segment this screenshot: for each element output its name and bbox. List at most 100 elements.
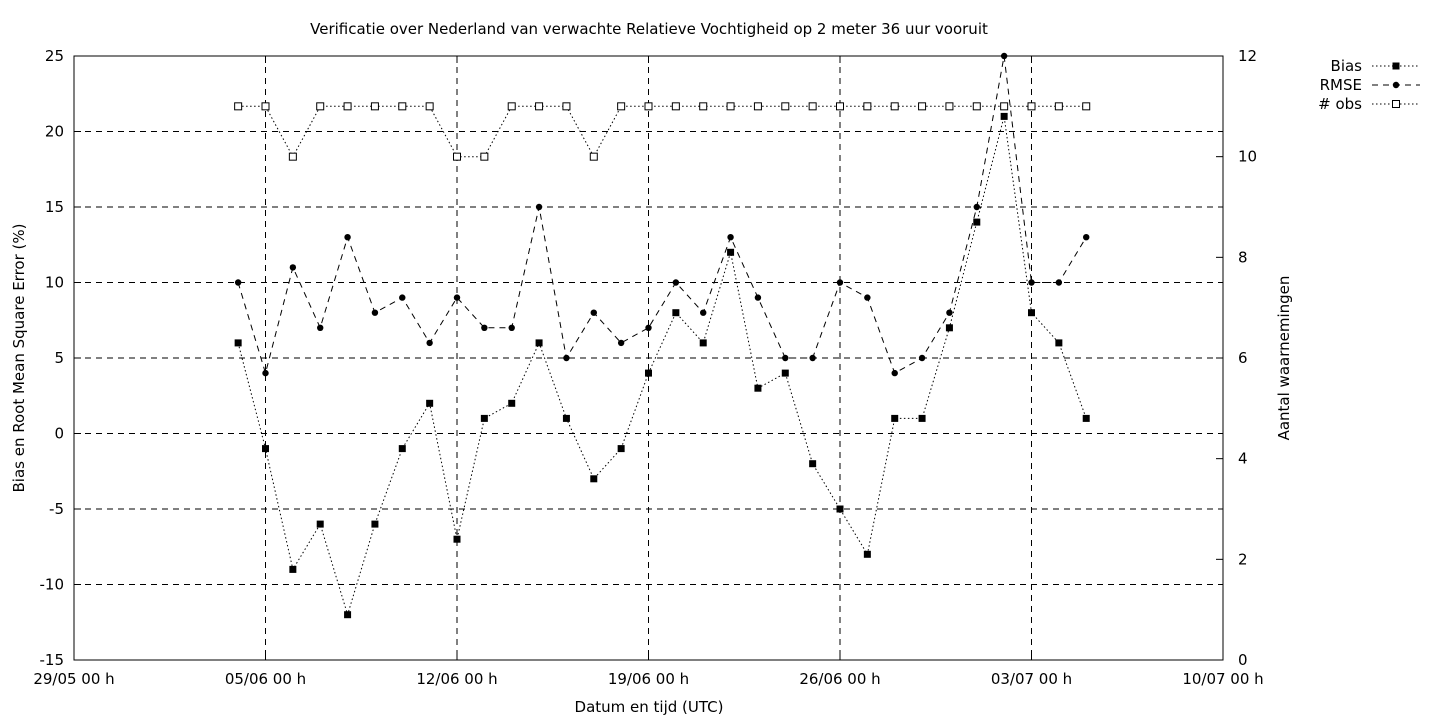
data-point-rmse — [891, 369, 898, 377]
x-tick-label: 05/06 00 h — [225, 670, 306, 688]
series-line-obs — [238, 105, 1087, 158]
data-point-rmse — [782, 354, 789, 362]
data-point-rmse — [453, 294, 461, 301]
data-point-bias — [918, 414, 926, 422]
data-point-rmse — [672, 279, 680, 286]
y2-tick-label: 4 — [1238, 450, 1248, 468]
data-point-obs — [1000, 102, 1009, 111]
data-point-bias — [1055, 339, 1063, 347]
legend-label-bias: Bias — [1331, 57, 1363, 75]
data-point-rmse — [426, 339, 433, 347]
y-tick-label: 20 — [45, 123, 64, 141]
data-point-rmse — [563, 354, 570, 362]
y2-tick-label: 10 — [1238, 148, 1257, 166]
data-point-obs — [562, 102, 571, 111]
data-point-rmse — [289, 264, 297, 271]
y-tick-label: -5 — [49, 500, 64, 518]
y2-tick-label: 6 — [1238, 349, 1248, 367]
y-tick-label: 0 — [54, 425, 64, 443]
data-point-bias — [863, 550, 871, 558]
legend-label-rmse: RMSE — [1320, 76, 1362, 94]
data-point-rmse — [754, 294, 762, 301]
data-point-obs — [288, 152, 297, 161]
data-point-obs — [453, 152, 461, 161]
data-point-obs — [316, 102, 325, 111]
data-point-obs — [726, 102, 735, 111]
chart-title: Verificatie over Nederland van verwachte… — [310, 20, 988, 38]
data-point-obs — [535, 102, 544, 111]
data-point-bias — [562, 414, 570, 422]
data-point-obs — [699, 102, 708, 111]
y-tick-label: 15 — [45, 198, 64, 216]
data-point-bias — [973, 218, 981, 226]
data-point-obs — [507, 102, 516, 111]
data-point-obs — [918, 102, 927, 111]
data-point-obs — [234, 102, 243, 111]
data-point-bias — [1028, 309, 1035, 317]
grid-lines — [74, 56, 1223, 660]
y2-tick-label: 2 — [1238, 550, 1248, 568]
data-point-rmse — [645, 324, 652, 331]
data-point-bias — [234, 339, 242, 347]
data-point-rmse — [918, 354, 926, 362]
data-point-bias — [398, 445, 406, 453]
y2-tick-label: 12 — [1238, 47, 1257, 65]
data-point-rmse — [262, 369, 269, 377]
data-point-rmse — [508, 324, 515, 331]
data-point-rmse — [1028, 279, 1035, 286]
data-point-obs — [398, 102, 407, 111]
data-point-obs — [808, 102, 817, 111]
data-point-obs — [617, 102, 626, 111]
series-line-bias — [237, 116, 1087, 617]
data-point-obs — [753, 102, 762, 111]
data-point-bias — [699, 339, 707, 347]
data-point-bias — [727, 248, 735, 256]
data-point-rmse — [809, 354, 816, 362]
data-point-obs — [836, 102, 844, 111]
x-tick-label: 29/05 00 h — [33, 670, 114, 688]
data-point-obs — [890, 102, 899, 111]
y-tick-label: 5 — [54, 349, 64, 367]
data-point-bias — [645, 369, 652, 377]
data-point-obs — [1082, 102, 1091, 111]
data-point-bias — [480, 414, 488, 422]
data-point-obs — [671, 102, 680, 111]
x-tick-label: 10/07 00 h — [1182, 670, 1263, 688]
data-point-rmse — [700, 309, 707, 316]
data-point-rmse — [399, 294, 406, 301]
data-point-bias — [1082, 414, 1090, 422]
y-tick-label: 10 — [45, 274, 64, 292]
x-axis-label: Datum en tijd (UTC) — [575, 698, 724, 716]
y2-tick-label: 8 — [1238, 248, 1248, 266]
x-tick-label: 03/07 00 h — [991, 670, 1072, 688]
data-point-rmse — [727, 234, 734, 241]
data-point-bias — [289, 565, 297, 573]
x-tick-label: 19/06 00 h — [608, 670, 689, 688]
y-tick-label: -10 — [40, 576, 65, 594]
legend-marker-bias — [1392, 62, 1400, 70]
data-point-bias — [590, 475, 598, 483]
data-point-bias — [891, 414, 899, 422]
x-tick-label: 26/06 00 h — [799, 670, 880, 688]
data-point-obs — [644, 102, 653, 111]
series-bias — [234, 112, 1090, 619]
data-point-bias — [1000, 112, 1008, 120]
series-layer — [234, 52, 1091, 619]
data-point-rmse — [481, 324, 488, 331]
data-point-bias — [508, 399, 516, 407]
data-point-bias — [426, 399, 434, 407]
data-point-bias — [262, 445, 269, 453]
data-point-rmse — [234, 279, 242, 286]
data-point-rmse — [1083, 234, 1090, 241]
data-point-rmse — [590, 309, 597, 316]
data-point-rmse — [946, 309, 953, 316]
data-point-bias — [754, 384, 762, 392]
data-point-obs — [863, 102, 872, 111]
series-obs — [234, 102, 1091, 161]
data-point-obs — [370, 102, 379, 111]
data-point-rmse — [371, 309, 379, 316]
data-point-rmse — [836, 279, 844, 286]
y2-tick-label: 0 — [1238, 651, 1248, 669]
